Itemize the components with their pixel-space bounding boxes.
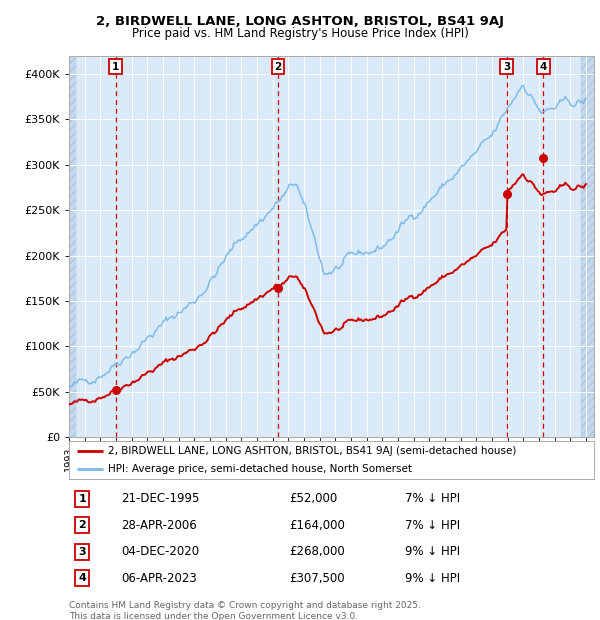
Text: 21-DEC-1995: 21-DEC-1995 bbox=[121, 492, 200, 505]
Text: 2: 2 bbox=[274, 61, 281, 71]
Text: 1: 1 bbox=[78, 494, 86, 504]
Text: £164,000: £164,000 bbox=[290, 519, 346, 532]
Text: 7% ↓ HPI: 7% ↓ HPI bbox=[405, 519, 460, 532]
Text: 4: 4 bbox=[78, 573, 86, 583]
Text: £52,000: £52,000 bbox=[290, 492, 338, 505]
Text: 2: 2 bbox=[78, 520, 86, 530]
Text: 4: 4 bbox=[539, 61, 547, 71]
Text: £307,500: £307,500 bbox=[290, 572, 345, 585]
Text: 28-APR-2006: 28-APR-2006 bbox=[121, 519, 197, 532]
Text: Contains HM Land Registry data © Crown copyright and database right 2025.
This d: Contains HM Land Registry data © Crown c… bbox=[69, 601, 421, 620]
Text: 06-APR-2023: 06-APR-2023 bbox=[121, 572, 197, 585]
Text: 2, BIRDWELL LANE, LONG ASHTON, BRISTOL, BS41 9AJ: 2, BIRDWELL LANE, LONG ASHTON, BRISTOL, … bbox=[96, 16, 504, 29]
Text: 3: 3 bbox=[503, 61, 510, 71]
Text: 3: 3 bbox=[79, 547, 86, 557]
Text: 7% ↓ HPI: 7% ↓ HPI bbox=[405, 492, 460, 505]
Text: Price paid vs. HM Land Registry's House Price Index (HPI): Price paid vs. HM Land Registry's House … bbox=[131, 27, 469, 40]
Text: 04-DEC-2020: 04-DEC-2020 bbox=[121, 545, 200, 558]
Bar bbox=[581, 56, 594, 437]
Text: 9% ↓ HPI: 9% ↓ HPI bbox=[405, 545, 460, 558]
Text: HPI: Average price, semi-detached house, North Somerset: HPI: Average price, semi-detached house,… bbox=[109, 464, 412, 474]
Bar bbox=[69, 56, 76, 437]
Text: 9% ↓ HPI: 9% ↓ HPI bbox=[405, 572, 460, 585]
Text: 1: 1 bbox=[112, 61, 119, 71]
Text: £268,000: £268,000 bbox=[290, 545, 345, 558]
Text: 2, BIRDWELL LANE, LONG ASHTON, BRISTOL, BS41 9AJ (semi-detached house): 2, BIRDWELL LANE, LONG ASHTON, BRISTOL, … bbox=[109, 446, 517, 456]
